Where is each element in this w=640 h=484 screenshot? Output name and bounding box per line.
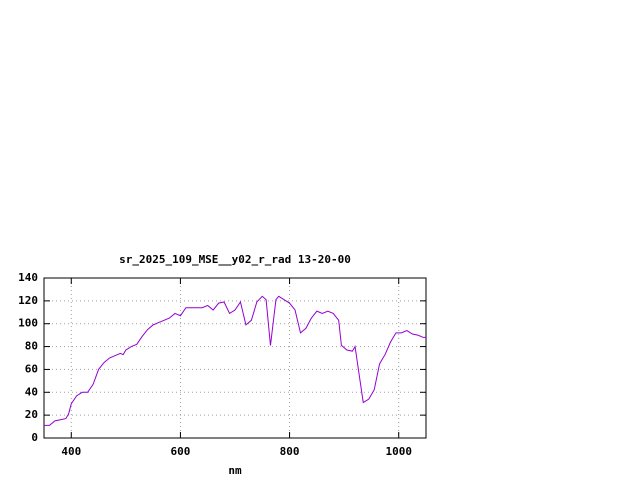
y-tick-label: 100: [18, 317, 38, 330]
y-tick-label: 60: [25, 362, 38, 375]
data-line: [44, 295, 426, 426]
x-tick-label: 1000: [385, 445, 412, 458]
chart-title: sr_2025_109_MSE__y02_r_rad 13-20-00: [119, 253, 351, 266]
y-tick-label: 80: [25, 340, 38, 353]
y-tick-label: 140: [18, 271, 38, 284]
y-tick-label: 20: [25, 408, 38, 421]
y-tick-label: 0: [31, 431, 38, 444]
plot-border: [43, 277, 427, 439]
y-tick-label: 120: [18, 294, 38, 307]
x-tick-label: 600: [170, 445, 190, 458]
x-tick-label: 400: [61, 445, 81, 458]
x-axis-label: nm: [228, 464, 242, 477]
y-tick-label: 40: [25, 385, 38, 398]
x-tick-label: 800: [280, 445, 300, 458]
